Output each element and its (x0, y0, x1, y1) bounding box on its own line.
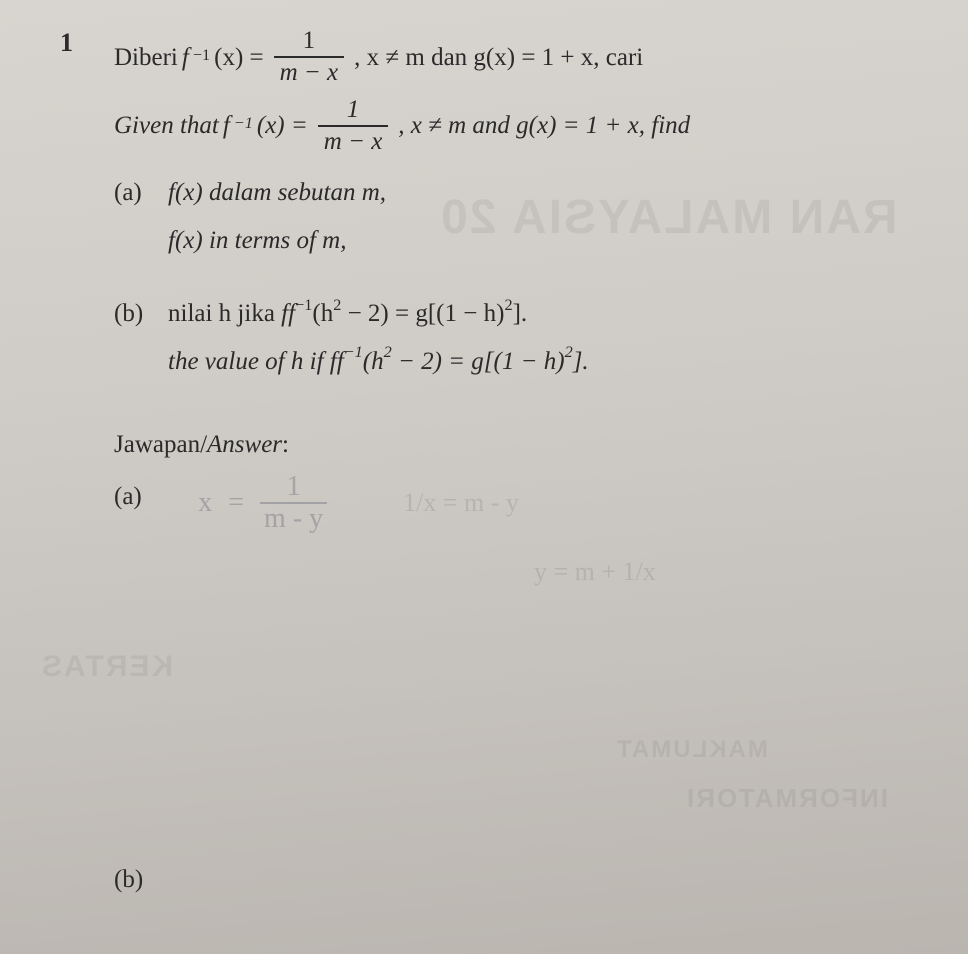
hw-faint: 1/x = m - y (403, 478, 519, 527)
text: Given that (114, 102, 219, 150)
answer-area-a: (a) x = 1 m - y 1/x = m - y y = m + 1/x (114, 473, 928, 596)
answer-b-label: (b) (114, 856, 162, 904)
numerator: 1 (341, 97, 366, 125)
text: − 2) = g[(1 − h) (392, 348, 565, 375)
superscript: −1 (295, 296, 312, 314)
hw-faint: y = m + 1/x (534, 547, 928, 596)
stem-malay: Diberi f−1(x) = 1 m − x , x ≠ m dan g(x)… (114, 28, 928, 87)
text: (x) = (214, 34, 264, 82)
page: RAN MALAYSIA 20 KERTAS INFORMATORI MAKLU… (0, 0, 968, 954)
text: nilai h jika (168, 300, 281, 327)
fraction: 1 m − x (318, 97, 389, 156)
text: (h (312, 300, 333, 327)
superscript: −1 (344, 343, 363, 361)
superscript: −1 (234, 108, 253, 139)
text: ]. (573, 348, 589, 375)
part-b-malay: nilai h jika ff−1(h2 − 2) = g[(1 − h)2]. (168, 290, 928, 338)
superscript: −1 (193, 40, 210, 71)
text: (h (363, 348, 384, 375)
part-b: (b) nilai h jika ff−1(h2 − 2) = g[(1 − h… (114, 290, 928, 385)
part-a-body: f(x) dalam sebutan m, f(x) in terms of m… (168, 169, 928, 264)
text: ]. (513, 300, 528, 327)
hw-fraction: 1 m - y (260, 473, 327, 533)
handwritten-work: x = 1 m - y 1/x = m - y (198, 473, 519, 533)
stem-english: Given that f−1(x) = 1 m − x , x ≠ m and … (114, 97, 928, 156)
part-a-malay: f(x) dalam sebutan m, (168, 169, 928, 217)
text: Diberi (114, 34, 178, 82)
answer-a-label: (a) (114, 473, 162, 521)
text: − 2) = g[(1 − h) (341, 300, 504, 327)
fraction: 1 m − x (274, 28, 345, 87)
answer-area-b: (b) (114, 856, 928, 904)
text: , x ≠ m and g(x) = 1 + x, find (398, 102, 690, 150)
numerator: 1 (297, 28, 322, 56)
text: , x ≠ m dan g(x) = 1 + x, cari (354, 34, 643, 82)
part-b-english: the value of h if ff−1(h2 − 2) = g[(1 − … (168, 338, 928, 386)
hw-numerator: 1 (283, 473, 305, 502)
hw-denominator: m - y (260, 502, 327, 533)
question-number: 1 (60, 28, 80, 58)
denominator: m − x (318, 125, 389, 155)
f-symbol: f (223, 102, 230, 150)
answer-header-malay: Jawapan/ (114, 431, 207, 458)
text: f(x) dalam sebutan m, (168, 179, 386, 206)
hw-eq: = (228, 476, 244, 529)
part-a: (a) f(x) dalam sebutan m, f(x) in terms … (114, 169, 928, 264)
text: (x) = (257, 102, 308, 150)
part-a-english: f(x) in terms of m, (168, 217, 928, 265)
answer-header: Jawapan/Answer: (114, 421, 928, 469)
f-symbol: f (182, 34, 189, 82)
superscript: 2 (333, 296, 341, 314)
hw-lhs: x (198, 476, 212, 529)
superscript: 2 (565, 343, 573, 361)
answer-header-english: Answer (207, 431, 282, 458)
question-row: 1 Diberi f−1(x) = 1 m − x , x ≠ m dan g(… (60, 28, 928, 903)
part-a-label: (a) (114, 169, 150, 264)
question-body: Diberi f−1(x) = 1 m − x , x ≠ m dan g(x)… (114, 28, 928, 903)
superscript: 2 (384, 343, 392, 361)
text: ff (330, 348, 344, 375)
text: ff (281, 300, 295, 327)
text: the value of h if (168, 348, 330, 375)
part-b-label: (b) (114, 290, 150, 385)
superscript: 2 (504, 296, 512, 314)
part-b-body: nilai h jika ff−1(h2 − 2) = g[(1 − h)2].… (168, 290, 928, 385)
denominator: m − x (274, 56, 345, 86)
colon: : (282, 431, 289, 458)
